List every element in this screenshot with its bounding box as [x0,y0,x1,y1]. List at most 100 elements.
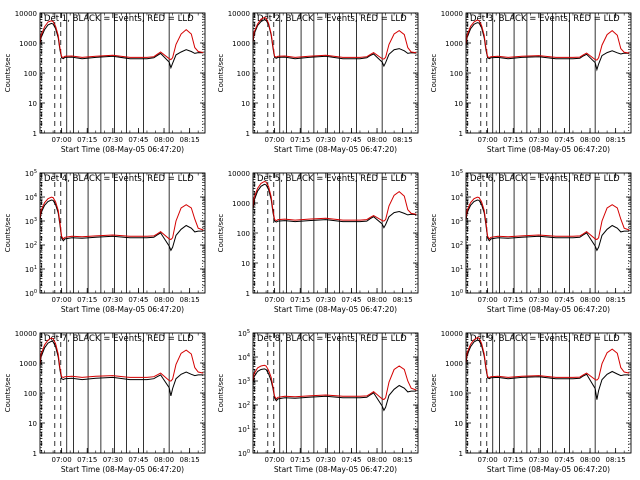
y-tick-label: 102 [451,241,463,250]
x-tick-label: 07:15 [77,136,97,144]
y-tick-label: 1 [459,450,463,458]
x-tick-label: 08:00 [580,456,600,464]
y-tick-label: 101 [451,265,463,274]
y-tick-label: 10000 [15,10,37,18]
events-series-line [39,22,204,70]
y-tick-label: 100 [450,70,463,78]
y-tick-label: 10 [28,420,37,428]
y-tick-label: 10000 [15,330,37,338]
x-tick-label: 07:00 [52,456,72,464]
x-tick-label: 08:15 [180,456,200,464]
x-tick-label: 07:45 [554,136,574,144]
x-axis-label: Start Time (08-May-05 06:47:20) [61,465,184,474]
x-tick-label: 07:15 [290,296,310,304]
y-tick-label: 10 [28,100,37,108]
y-tick-label: 100 [237,70,250,78]
detector-panel-8: Det 8, BLACK = Events, RED = LLD Counts/s… [217,329,419,474]
panel-title: Det 6, BLACK = Events, RED = LLD [470,174,620,184]
y-tick-label: 1000 [232,40,250,48]
x-tick-label: 08:00 [367,456,387,464]
lld-series-line [465,19,630,61]
x-axis-label: Start Time (08-May-05 06:47:20) [487,465,610,474]
x-tick-label: 07:00 [52,296,72,304]
lld-series-line [252,364,417,401]
x-axis-label: Start Time (08-May-05 06:47:20) [487,145,610,154]
x-tick-label: 07:15 [503,136,523,144]
panel-title: Det 2, BLACK = Events, RED = LLD [257,14,407,24]
y-tick-label: 103 [238,377,250,386]
events-series-line [465,22,630,72]
y-tick-label: 1 [33,130,37,138]
lld-series-line [39,20,204,61]
x-tick-label: 08:00 [580,136,600,144]
x-tick-label: 07:30 [529,296,549,304]
lld-series-line [252,17,417,60]
x-tick-label: 08:00 [154,456,174,464]
y-tick-label: 102 [238,401,250,410]
y-axis-label: Counts/sec [217,54,225,93]
y-tick-label: 10000 [441,330,463,338]
panel-title: Det 1, BLACK = Events, RED = LLD [44,14,194,24]
y-tick-label: 105 [25,169,37,178]
x-tick-label: 08:00 [367,296,387,304]
x-tick-label: 08:15 [393,136,413,144]
x-tick-label: 07:30 [529,136,549,144]
x-tick-label: 07:30 [103,456,123,464]
panel-title: Det 7, BLACK = Events, RED = LLD [44,334,194,344]
lld-series-line [252,180,417,222]
y-tick-label: 102 [25,241,37,250]
y-tick-label: 1000 [19,40,37,48]
x-axis-label: Start Time (08-May-05 06:47:20) [274,465,397,474]
x-tick-label: 07:45 [128,136,148,144]
panel-title: Det 9, BLACK = Events, RED = LLD [470,334,620,344]
x-tick-label: 07:30 [316,136,336,144]
y-tick-label: 1 [459,130,463,138]
x-tick-label: 07:00 [478,456,498,464]
panel-title: Det 8, BLACK = Events, RED = LLD [257,334,407,344]
detector-panel-4: Det 4, BLACK = Events, RED = LLD Counts/s… [4,169,206,314]
y-tick-label: 1 [246,290,250,298]
x-axis-label: Start Time (08-May-05 06:47:20) [61,305,184,314]
x-tick-label: 08:15 [606,456,626,464]
y-tick-label: 100 [25,289,37,298]
y-axis-label: Counts/sec [4,374,12,413]
detector-panel-7: Det 7, BLACK = Events, RED = LLD Counts/s… [4,330,206,474]
y-tick-label: 1 [246,130,250,138]
y-tick-label: 101 [25,265,37,274]
detector-panel-3: Det 3, BLACK = Events, RED = LLD Counts/s… [430,10,632,154]
x-tick-label: 07:00 [265,296,285,304]
y-axis-label: Counts/sec [430,374,438,413]
x-axis-label: Start Time (08-May-05 06:47:20) [61,145,184,154]
y-axis-label: Counts/sec [430,214,438,253]
x-tick-label: 07:00 [478,136,498,144]
x-tick-label: 07:00 [52,136,72,144]
panel-title: Det 5, BLACK = Events, RED = LLD [257,174,407,184]
x-tick-label: 07:15 [503,456,523,464]
y-tick-label: 103 [451,217,463,226]
y-tick-label: 100 [451,289,463,298]
x-tick-label: 07:30 [103,296,123,304]
y-tick-label: 1 [33,450,37,458]
y-tick-label: 100 [24,390,37,398]
x-tick-label: 07:30 [316,296,336,304]
x-tick-label: 08:15 [606,136,626,144]
x-tick-label: 07:00 [265,136,285,144]
y-tick-label: 10 [241,100,250,108]
y-tick-label: 103 [25,217,37,226]
plot-frame [39,172,206,294]
y-tick-label: 10000 [441,10,463,18]
x-tick-label: 08:15 [393,296,413,304]
x-tick-label: 07:00 [478,296,498,304]
x-tick-label: 07:45 [341,456,361,464]
lld-series-line [39,337,204,382]
y-tick-label: 100 [238,449,250,458]
y-tick-label: 104 [25,193,37,202]
plot-frame [39,332,206,454]
y-axis-label: Counts/sec [4,214,12,253]
y-tick-label: 105 [451,169,463,178]
detector-panel-9: Det 9, BLACK = Events, RED = LLD Counts/s… [430,330,632,474]
x-tick-label: 08:00 [580,296,600,304]
y-tick-label: 1000 [19,360,37,368]
events-series-line [39,340,204,397]
y-tick-label: 100 [450,390,463,398]
